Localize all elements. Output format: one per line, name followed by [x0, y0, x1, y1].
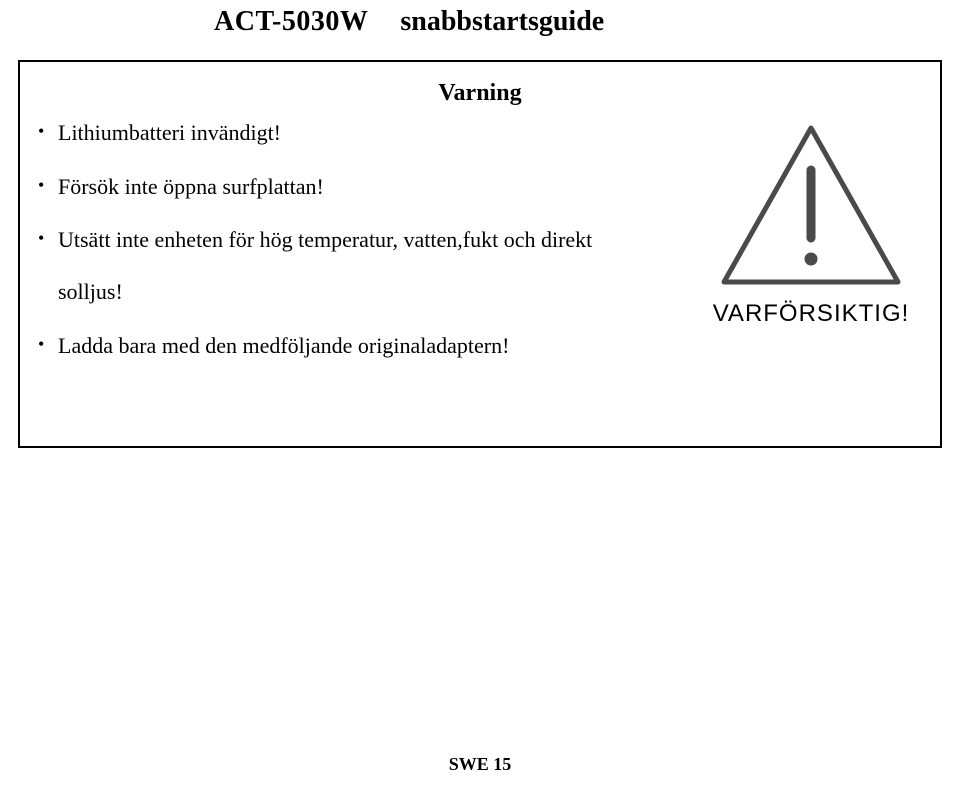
bullet-text-line2: solljus!	[58, 277, 674, 307]
bullet-text-line1: Utsätt inte enheten för hög temperatur, …	[58, 225, 674, 255]
warning-bullet-list: Lithiumbatteri invändigt! Försök inte öp…	[34, 118, 674, 384]
guide-label: snabbstartsguide	[400, 6, 604, 37]
warning-heading: Varning	[20, 80, 940, 107]
bullet-text: Lithiumbatteri invändigt!	[58, 120, 281, 145]
list-item: Ladda bara med den medföljande originala…	[34, 331, 674, 361]
caution-icon-wrap: VARFÖRSIKTIG!	[706, 120, 916, 328]
page-footer: SWE 15	[0, 754, 960, 775]
caution-label: VARFÖRSIKTIG!	[706, 300, 916, 328]
list-item: Lithiumbatteri invändigt!	[34, 118, 674, 148]
document-page: ACT-5030W snabbstartsguide Varning Lithi…	[0, 0, 960, 787]
list-item: Utsätt inte enheten för hög temperatur, …	[34, 225, 674, 306]
page-title-row: ACT-5030W snabbstartsguide	[0, 6, 960, 38]
model-number: ACT-5030W	[214, 6, 368, 37]
bullet-text: Ladda bara med den medföljande originala…	[58, 333, 509, 358]
warning-triangle-icon	[716, 120, 906, 292]
bullet-text: Försök inte öppna surfplattan!	[58, 174, 324, 199]
list-item: Försök inte öppna surfplattan!	[34, 172, 674, 202]
warning-box: Varning Lithiumbatteri invändigt! Försök…	[18, 60, 942, 448]
